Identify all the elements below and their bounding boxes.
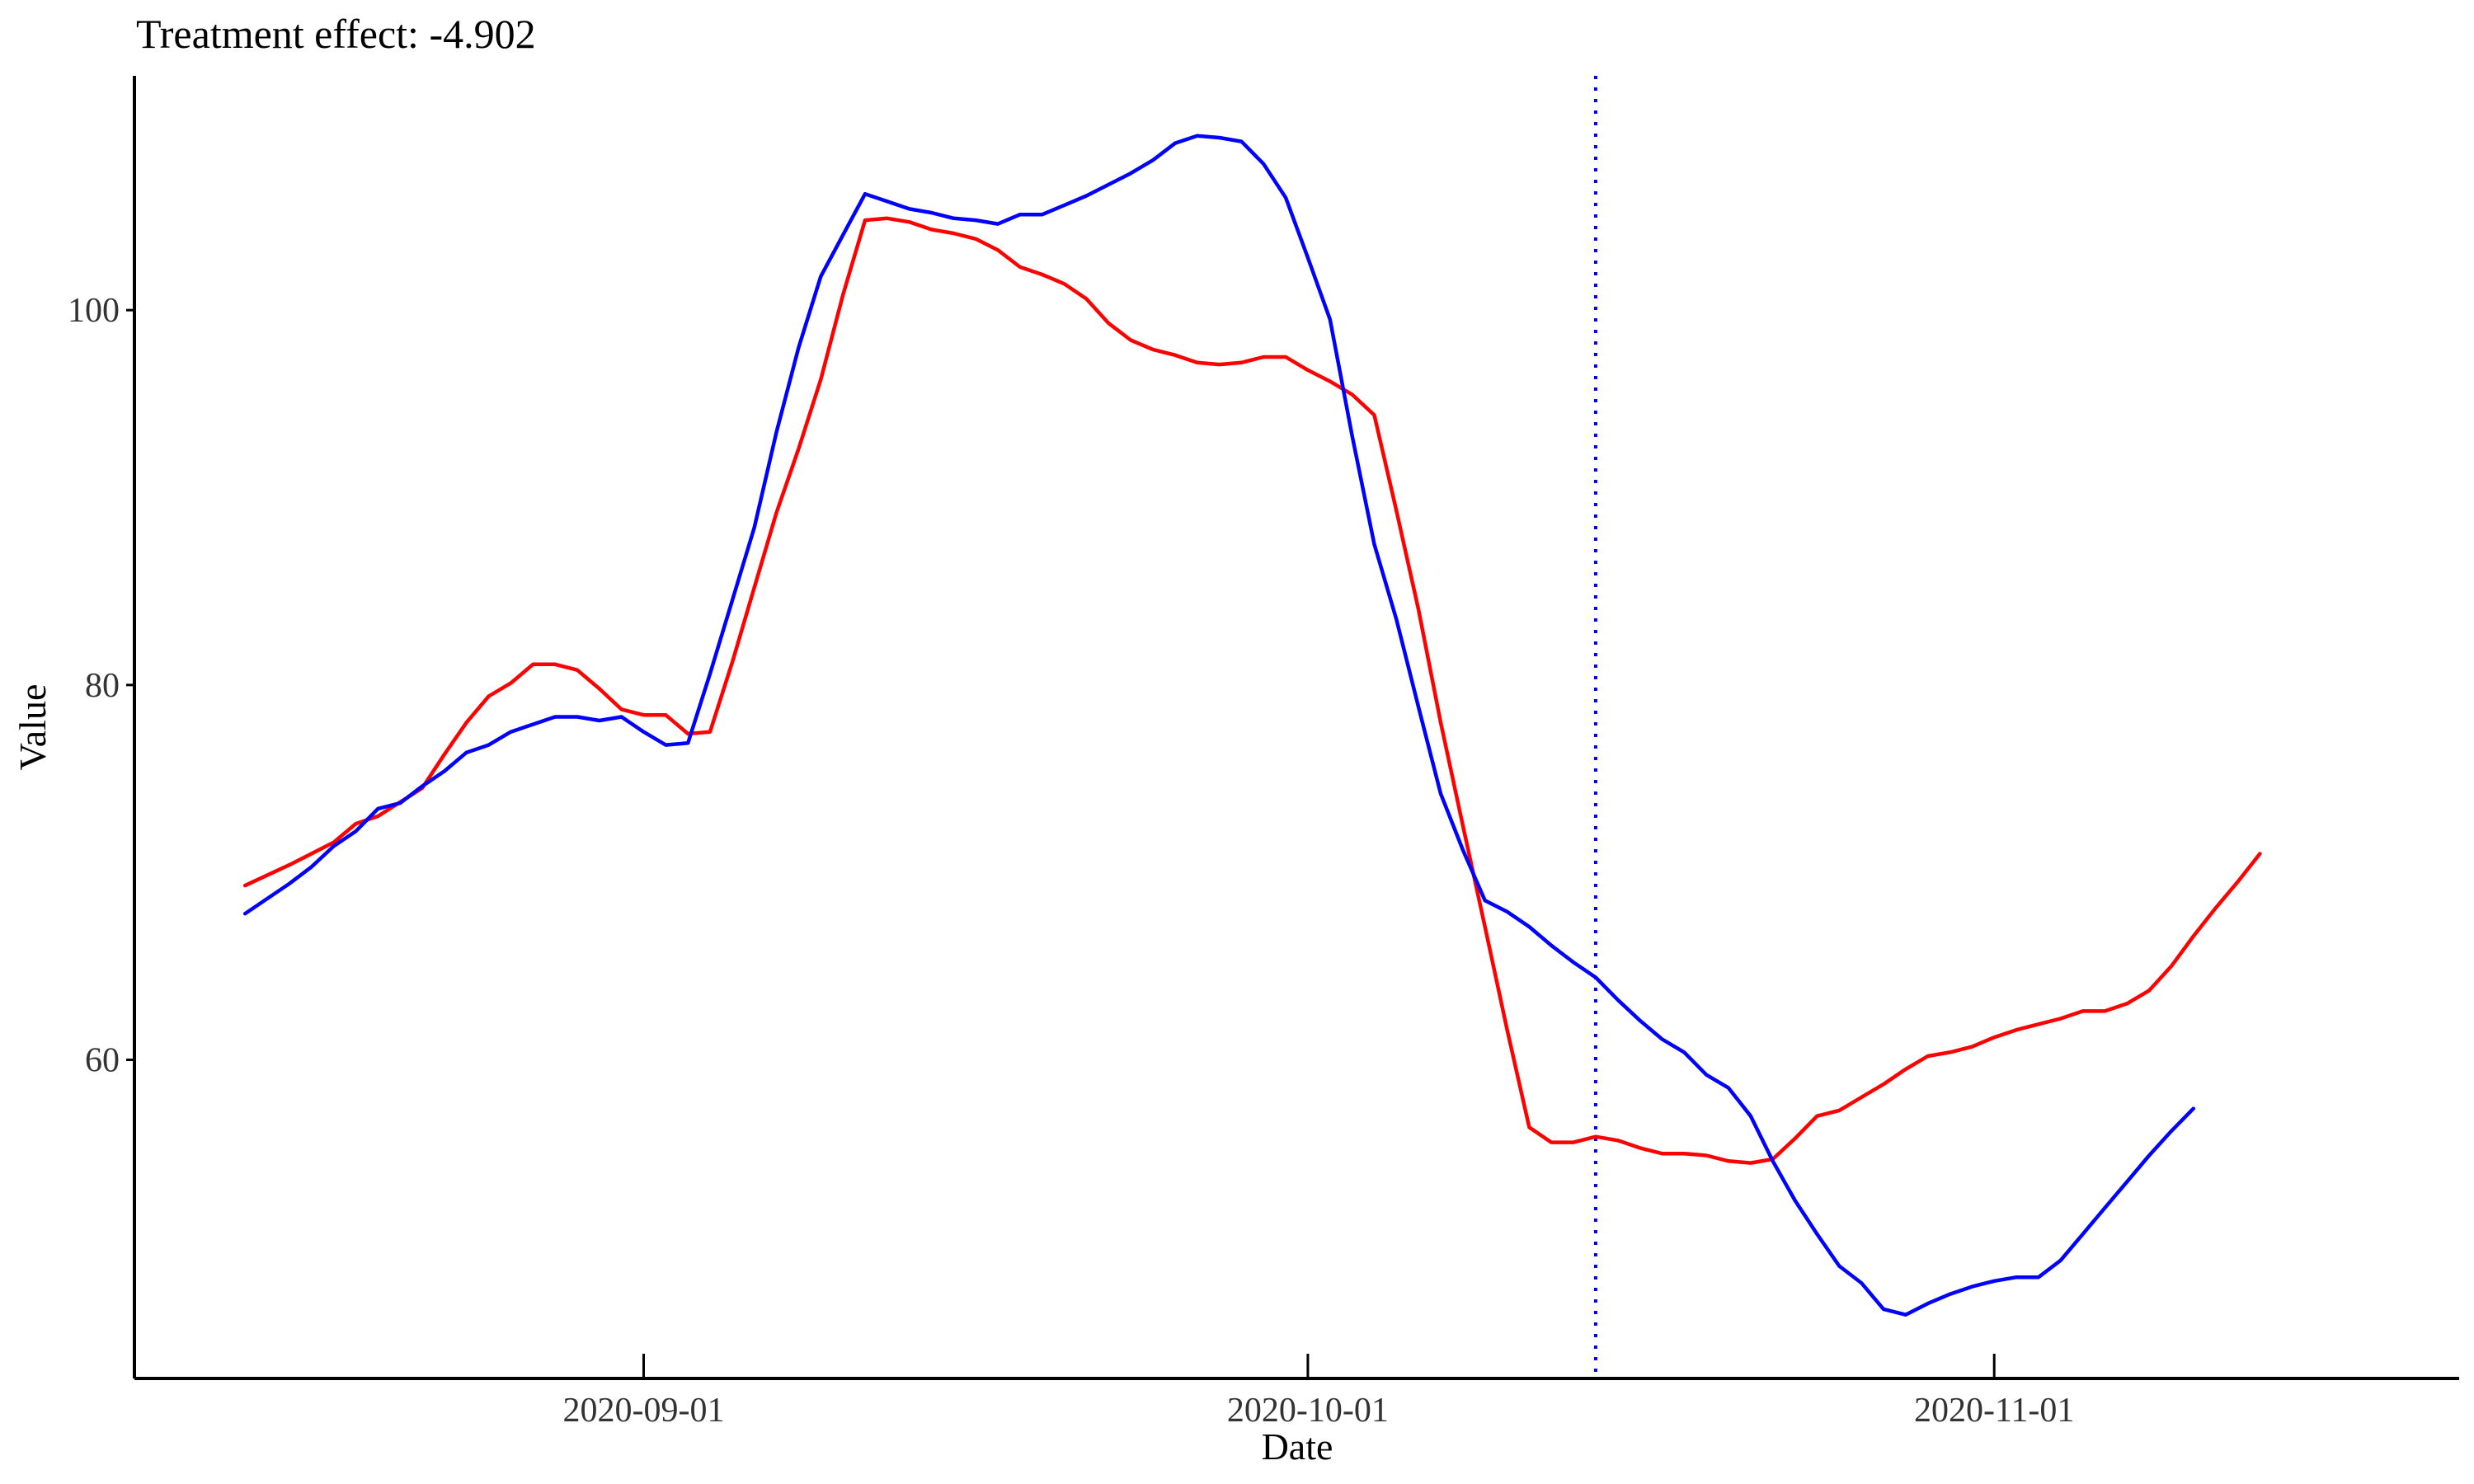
y-tick-label: 80 bbox=[85, 667, 120, 705]
y-tick-label: 100 bbox=[68, 292, 120, 330]
series-group bbox=[242, 134, 2262, 1317]
series-line-2 bbox=[242, 134, 2196, 1317]
y-axis-label: Value bbox=[12, 684, 54, 771]
x-ticks: 2020-09-01 2020-10-01 2020-11-01 bbox=[563, 1354, 2074, 1430]
y-ticks: 60 80 100 bbox=[68, 292, 134, 1080]
x-tick-label: 2020-09-01 bbox=[563, 1392, 725, 1430]
x-tick-label: 2020-10-01 bbox=[1227, 1392, 1389, 1430]
y-tick-label: 60 bbox=[85, 1042, 120, 1080]
x-axis-label: Date bbox=[1262, 1425, 1333, 1468]
plot-area: 60 80 100 2020-09-01 2020-10-01 2020-11-01 bbox=[68, 76, 2459, 1430]
series-line-1 bbox=[242, 216, 2262, 1165]
chart-title: Treatment effect: -4.902 bbox=[136, 11, 536, 57]
x-tick-label: 2020-11-01 bbox=[1914, 1392, 2074, 1430]
